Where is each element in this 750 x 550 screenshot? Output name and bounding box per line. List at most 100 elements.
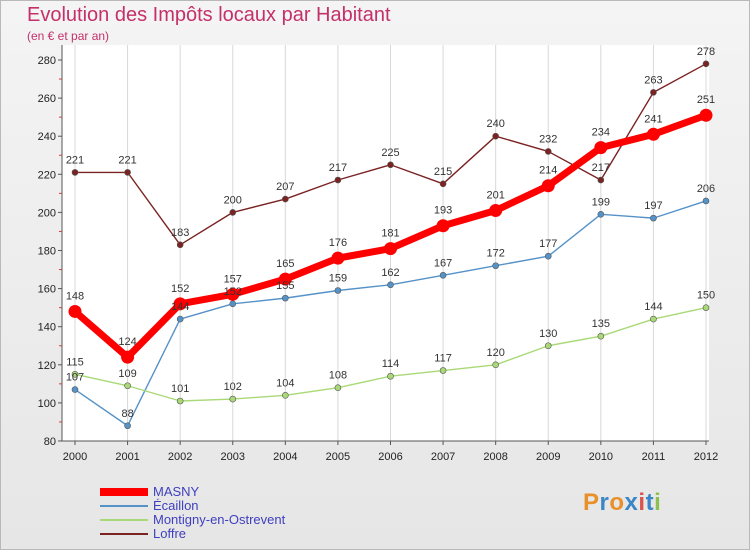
data-point-montigny-en-ostrevent xyxy=(702,304,710,311)
proxiti-logo: Proxiti xyxy=(583,489,661,517)
data-label-masny: 157 xyxy=(224,273,242,285)
data-label--caillon: 144 xyxy=(171,301,189,313)
data-point-masny xyxy=(489,203,503,217)
data-label-montigny-en-ostrevent: 135 xyxy=(592,318,610,330)
data-point-montigny-en-ostrevent xyxy=(544,342,552,350)
logo-letter: P xyxy=(583,489,600,516)
data-point--caillon xyxy=(650,214,657,222)
y-tick-label: 220 xyxy=(38,169,56,181)
logo-letter: i xyxy=(638,489,646,516)
data-label--caillon: 206 xyxy=(697,183,715,195)
legend-label: Écaillon xyxy=(153,498,199,513)
data-label--caillon: 155 xyxy=(276,280,294,292)
data-label-loffre: 200 xyxy=(224,194,242,206)
data-label--caillon: 167 xyxy=(434,257,452,269)
data-label--caillon: 177 xyxy=(539,238,557,250)
data-label-montigny-en-ostrevent: 109 xyxy=(118,368,136,380)
data-point-montigny-en-ostrevent xyxy=(492,361,499,369)
data-label-montigny-en-ostrevent: 104 xyxy=(276,377,294,389)
data-point-masny xyxy=(594,141,608,155)
data-point-montigny-en-ostrevent xyxy=(650,315,657,323)
data-point-loffre xyxy=(650,89,657,96)
data-point-masny xyxy=(68,304,82,318)
data-label-masny: 165 xyxy=(276,258,294,270)
data-label--caillon: 107 xyxy=(66,372,84,384)
y-tick-label: 260 xyxy=(38,93,56,105)
data-point--caillon xyxy=(71,386,79,393)
data-point--caillon xyxy=(229,300,237,308)
logo-letter: o xyxy=(609,489,625,516)
y-tick-label: 140 xyxy=(38,322,56,334)
data-point--caillon xyxy=(439,271,447,279)
data-label-montigny-en-ostrevent: 101 xyxy=(171,383,189,395)
data-point-masny xyxy=(278,272,292,286)
data-point-loffre xyxy=(282,195,289,203)
data-point-montigny-en-ostrevent xyxy=(387,372,394,380)
data-point--caillon xyxy=(597,211,605,218)
y-tick-label: 160 xyxy=(38,284,56,296)
data-label--caillon: 159 xyxy=(329,273,347,285)
data-label-masny: 201 xyxy=(486,189,504,201)
x-tick-label: 2006 xyxy=(378,451,402,463)
data-point--caillon xyxy=(544,252,552,260)
data-point-loffre xyxy=(229,209,237,216)
x-tick-label: 2004 xyxy=(273,451,297,463)
logo-letter: r xyxy=(599,489,610,516)
data-label-masny: 181 xyxy=(381,228,399,240)
x-tick-label: 2003 xyxy=(221,451,245,463)
data-label-montigny-en-ostrevent: 150 xyxy=(697,290,715,302)
data-point-masny xyxy=(541,179,555,193)
data-point-montigny-en-ostrevent xyxy=(229,395,237,403)
data-label-masny: 176 xyxy=(329,237,347,249)
data-point-loffre xyxy=(439,180,447,188)
data-label-masny: 234 xyxy=(592,127,610,139)
legend-label: Montigny-en-Ostrevent xyxy=(153,512,286,527)
x-tick-label: 2009 xyxy=(536,451,560,463)
data-label-loffre: 215 xyxy=(434,166,452,178)
logo-letter: t xyxy=(645,489,655,516)
y-tick-label: 200 xyxy=(38,207,56,219)
data-label-montigny-en-ostrevent: 130 xyxy=(539,328,557,340)
data-label-loffre: 217 xyxy=(329,162,347,174)
data-point-montigny-en-ostrevent xyxy=(439,367,447,374)
data-point-masny xyxy=(384,242,397,256)
legend-label: MASNY xyxy=(153,484,200,499)
data-point-montigny-en-ostrevent xyxy=(334,384,342,391)
data-label-masny: 193 xyxy=(434,205,452,217)
data-label-loffre: 278 xyxy=(697,46,715,58)
data-point--caillon xyxy=(492,262,499,270)
data-label-loffre: 232 xyxy=(539,133,557,145)
data-point-loffre xyxy=(71,169,79,176)
data-point-montigny-en-ostrevent xyxy=(124,382,131,390)
data-label-loffre: 225 xyxy=(381,147,399,159)
data-label-montigny-en-ostrevent: 144 xyxy=(644,301,662,313)
data-point-montigny-en-ostrevent xyxy=(176,397,184,405)
data-label-montigny-en-ostrevent: 115 xyxy=(66,356,84,368)
data-point-montigny-en-ostrevent xyxy=(597,332,605,340)
x-tick-label: 2000 xyxy=(63,451,87,463)
plot-area xyxy=(62,45,709,441)
data-label--caillon: 152 xyxy=(224,286,242,298)
data-label-montigny-en-ostrevent: 114 xyxy=(382,358,400,370)
data-label--caillon: 162 xyxy=(381,267,399,279)
x-tick-label: 2008 xyxy=(483,451,507,463)
data-point-montigny-en-ostrevent xyxy=(282,391,289,399)
data-point-loffre xyxy=(702,60,710,68)
data-label-masny: 251 xyxy=(697,94,715,106)
data-point--caillon xyxy=(334,287,342,294)
y-tick-label: 240 xyxy=(38,131,56,143)
y-tick-label: 80 xyxy=(44,436,56,448)
data-point--caillon xyxy=(387,281,394,289)
data-point--caillon xyxy=(176,315,184,323)
data-point-masny xyxy=(436,219,450,233)
legend-label: Loffre xyxy=(153,526,187,541)
data-point-masny xyxy=(331,251,345,265)
data-label-montigny-en-ostrevent: 117 xyxy=(434,353,452,365)
y-tick-label: 180 xyxy=(38,246,56,258)
data-point-loffre xyxy=(492,132,499,140)
data-label-masny: 152 xyxy=(171,283,189,295)
data-label--caillon: 172 xyxy=(486,248,504,260)
data-point-loffre xyxy=(597,176,605,184)
legend-swatch xyxy=(100,505,148,507)
data-label-loffre: 240 xyxy=(486,118,504,130)
